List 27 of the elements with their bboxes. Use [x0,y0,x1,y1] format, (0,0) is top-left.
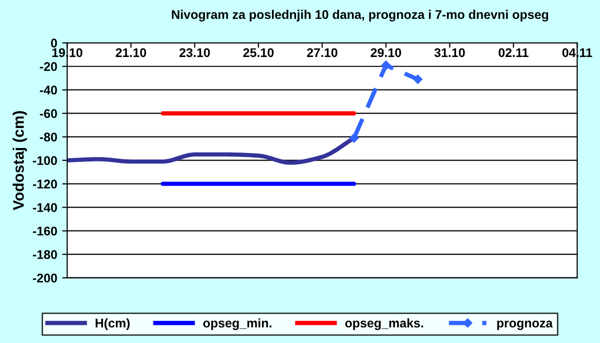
x-tick-label: 23.10 [179,48,210,58]
legend-label: prognoza [497,320,553,330]
y-tick-label: -100 [32,156,57,166]
x-tick-label: 21.10 [116,48,146,58]
y-axis-title: Vodostaj (cm) [12,111,27,210]
y-tick-label: -80 [40,132,57,142]
y-tick-label: -200 [32,274,57,282]
y-tick-label: -140 [32,203,57,212]
y-tick-label: -180 [32,250,57,259]
y-tick-label: -160 [32,226,57,236]
point [381,60,391,70]
x-tick-label: 27.10 [306,48,338,58]
point [349,133,359,143]
y-tick-label: -60 [40,109,57,118]
y-tick-label: 0 [51,38,57,48]
y-tick-label: -40 [40,86,57,95]
x-tick-label: 02.11 [498,48,528,58]
x-tick-label: 31.10 [434,48,465,58]
x-tick-label: 29.10 [370,48,402,58]
chart-title: Nivogram za poslednjih 10 dana, prognoza i 7-mo dnevni opseg [172,10,548,22]
point [413,74,422,84]
legend-label: opseg_maks. [345,318,424,330]
legend-label: H(cm) [96,318,130,330]
y-tick-label: -20 [40,62,57,72]
legend-label: opseg_min. [203,318,272,330]
y-tick-label: -120 [32,180,57,188]
x-tick-label: 25.10 [243,48,274,58]
